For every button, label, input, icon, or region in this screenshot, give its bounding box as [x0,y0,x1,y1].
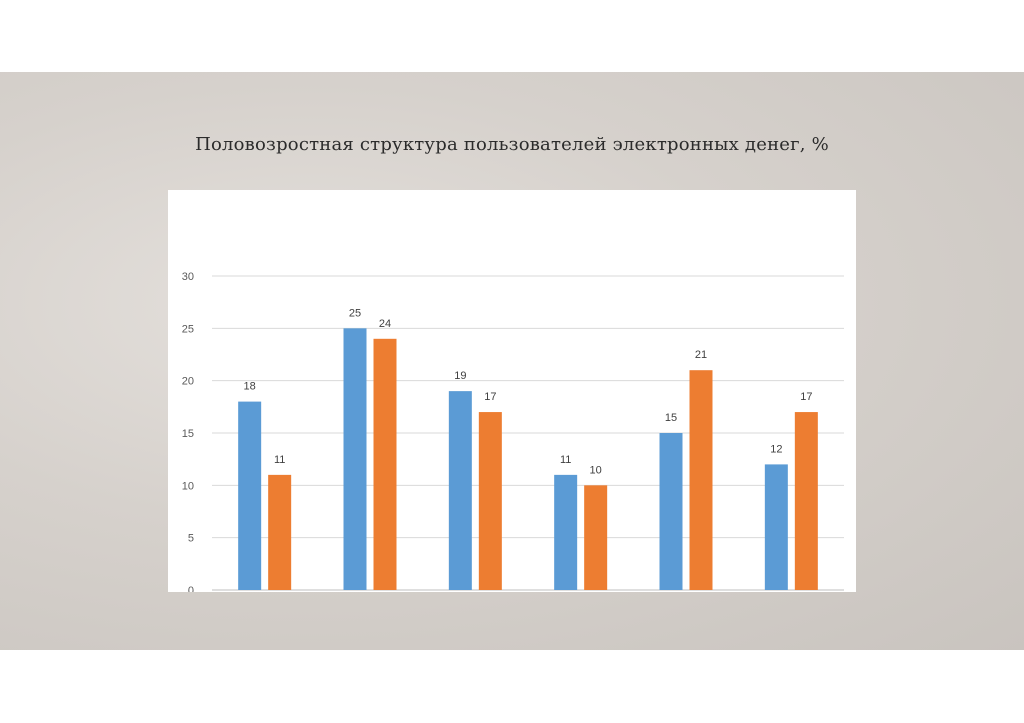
slide-title: Половозростная структура пользователей э… [195,134,829,155]
slide-background: Половозростная структура пользователей э… [0,72,1024,650]
chart-bars [238,328,818,590]
bar [764,464,788,590]
bar [448,391,472,590]
bar-value-label: 19 [454,370,466,382]
bar-value-label: 15 [665,412,677,424]
y-tick-label: 5 [188,533,194,545]
bar-value-label: 11 [560,454,571,466]
y-tick-label: 30 [182,271,194,283]
bar-value-label: 11 [274,454,285,466]
bar [689,370,713,590]
bar-value-label: 18 [244,381,256,393]
bar [373,338,397,590]
chart-gridlines [212,275,844,591]
y-axis-ticks: 0 5 10 15 20 25 30 [182,271,194,597]
bar [238,401,262,590]
bar [659,433,683,590]
bar-value-label: 17 [800,391,812,403]
y-tick-label: 15 [182,428,194,440]
bar-value-label: 10 [590,464,602,476]
bar [584,485,608,590]
bar-value-label: 24 [379,318,391,330]
bar [554,474,578,590]
y-tick-label: 20 [182,376,194,388]
y-tick-label: 0 [188,585,194,592]
bar-value-label: 12 [770,443,782,455]
bar-data-labels: 18 11 25 24 19 17 11 10 15 21 12 17 [244,307,813,476]
bar [268,474,292,590]
y-tick-label: 25 [182,323,194,335]
bar-value-label: 25 [349,307,361,319]
bar [478,412,502,590]
bar-value-label: 17 [484,391,496,403]
y-tick-label: 10 [182,480,194,492]
bar [794,412,818,590]
bar [343,328,367,590]
bar-value-label: 21 [695,349,707,361]
